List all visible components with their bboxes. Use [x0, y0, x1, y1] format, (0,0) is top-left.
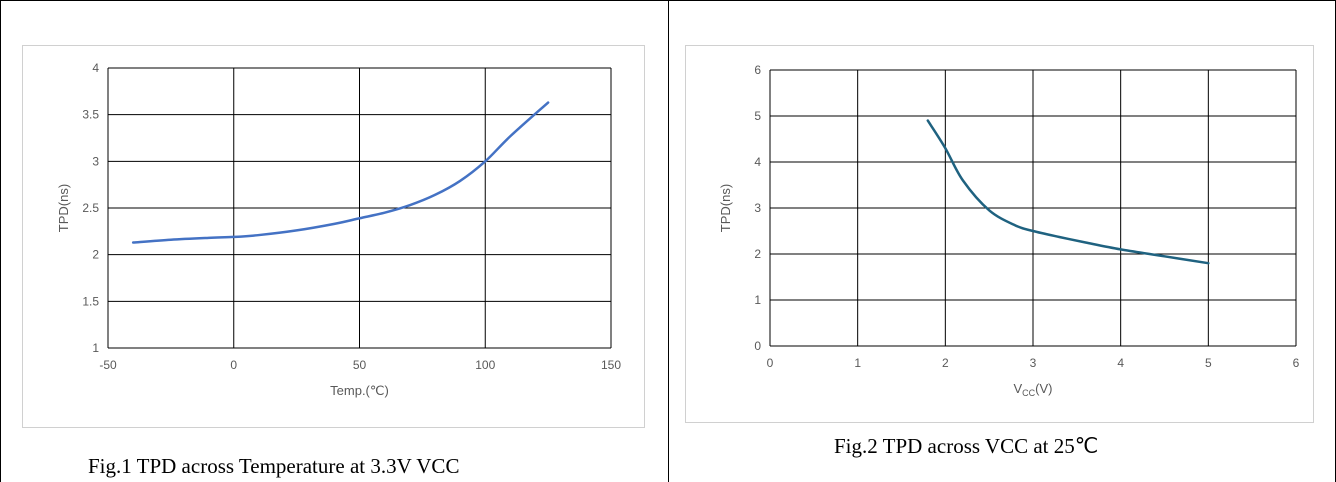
x-tick-label: 6 — [1293, 356, 1300, 370]
y-axis-title: TPD(ns) — [718, 184, 733, 232]
y-tick-label: 1.5 — [82, 294, 99, 308]
series-line — [131, 101, 550, 244]
x-tick-label: 0 — [767, 356, 774, 370]
x-tick-label: 4 — [1117, 356, 1124, 370]
y-tick-label: 1 — [92, 341, 99, 355]
chart-2-svg: 0 1 2 3 4 5 6 0 1 2 3 4 5 6 VCC(V) TPD(ns) — [718, 63, 1300, 398]
x-axis-title: Temp.(℃) — [330, 383, 389, 398]
series-line — [926, 119, 1210, 265]
x-tick-label: 0 — [230, 358, 237, 372]
y-tick-label: 4 — [92, 61, 99, 75]
x-tick-label: 1 — [854, 356, 861, 370]
figure-1-caption: Fig.1 TPD across Temperature at 3.3V VCC — [88, 454, 460, 478]
x-tick-label: 3 — [1030, 356, 1037, 370]
x-tick-label: 150 — [601, 358, 621, 372]
x-tick-label: 50 — [353, 358, 367, 372]
frame-divider — [668, 0, 669, 482]
y-tick-label: 6 — [754, 63, 761, 77]
y-tick-label: 0 — [754, 339, 761, 353]
y-tick-label: 3 — [92, 154, 99, 168]
chart-1-box: 1 1.5 2 2.5 3 3.5 4 -50 0 50 100 150 Temp.(℃) TPD(ns) — [22, 45, 645, 428]
y-tick-label: 3.5 — [82, 108, 99, 122]
chart-1-svg: 1 1.5 2 2.5 3 3.5 4 -50 0 50 100 150 Temp.(℃) TPD(ns) — [56, 61, 621, 398]
y-tick-label: 2 — [754, 247, 761, 261]
x-tick-label: -50 — [99, 358, 117, 372]
x-tick-label: 5 — [1205, 356, 1212, 370]
x-axis-title: VCC(V) — [1013, 381, 1052, 398]
y-tick-label: 2 — [92, 248, 99, 262]
y-tick-label: 3 — [754, 201, 761, 215]
y-tick-label: 5 — [754, 109, 761, 123]
figure-2-panel: 0 1 2 3 4 5 6 0 1 2 3 4 5 6 VCC(V) TPD(ns) Fig.2 TPD ac… — [668, 0, 1336, 482]
y-tick-label: 1 — [754, 293, 761, 307]
y-axis-title: TPD(ns) — [56, 184, 71, 232]
frame-left-border — [0, 0, 1, 482]
figure-2-caption: Fig.2 TPD across VCC at 25℃ — [834, 434, 1099, 458]
figure-1-panel: 1 1.5 2 2.5 3 3.5 4 -50 0 50 100 150 Temp.(℃) TPD(ns)… — [22, 45, 645, 478]
chart-2-box: 0 1 2 3 4 5 6 0 1 2 3 4 5 6 VCC(V) TPD(ns) — [685, 45, 1314, 423]
y-tick-label: 4 — [754, 155, 761, 169]
x-tick-label: 100 — [475, 358, 495, 372]
y-tick-label: 2.5 — [82, 201, 99, 215]
x-tick-label: 2 — [942, 356, 949, 370]
